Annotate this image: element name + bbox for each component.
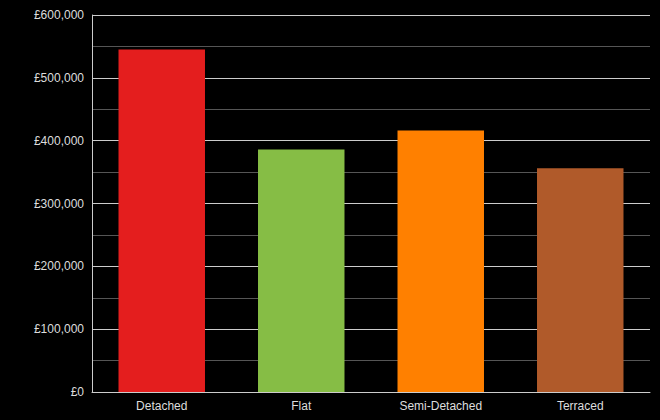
- svg-text:£100,000: £100,000: [34, 322, 84, 336]
- svg-text:Flat: Flat: [291, 399, 312, 413]
- svg-text:£500,000: £500,000: [34, 71, 84, 85]
- svg-text:£300,000: £300,000: [34, 197, 84, 211]
- svg-text:£600,000: £600,000: [34, 8, 84, 22]
- svg-text:Detached: Detached: [136, 399, 187, 413]
- svg-text:Terraced: Terraced: [557, 399, 604, 413]
- svg-text:£400,000: £400,000: [34, 134, 84, 148]
- svg-text:Semi-Detached: Semi-Detached: [399, 399, 482, 413]
- svg-text:£200,000: £200,000: [34, 259, 84, 273]
- svg-text:£0: £0: [71, 385, 85, 399]
